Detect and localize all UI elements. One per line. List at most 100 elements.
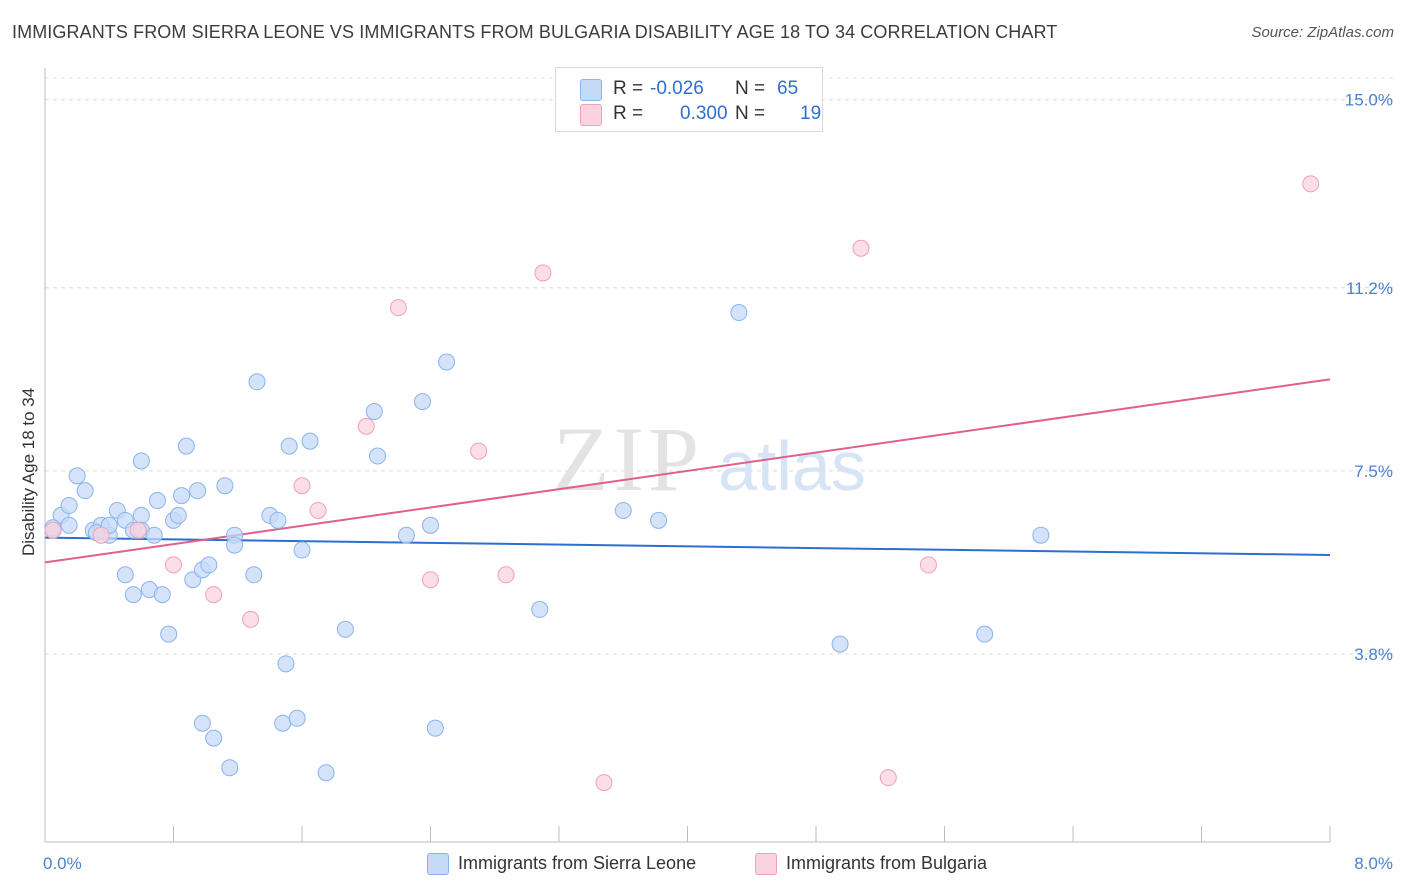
y-tick-label: 3.8% xyxy=(1354,645,1393,664)
point-sierra-leone xyxy=(1032,526,1050,544)
point-sierra-leone xyxy=(193,714,211,732)
point-sierra-leone xyxy=(422,516,439,534)
point-sierra-leone xyxy=(413,393,431,411)
point-sierra-leone xyxy=(368,447,386,465)
point-sierra-leone xyxy=(68,467,86,485)
point-bulgaria xyxy=(595,774,613,792)
legend-swatch-bulgaria xyxy=(580,104,602,126)
r-label: R = xyxy=(613,103,644,124)
legend-label-sierra-leone: Immigrants from Sierra Leone xyxy=(458,853,697,873)
legend-swatch-sierra-leone xyxy=(427,853,449,875)
point-sierra-leone xyxy=(288,709,306,727)
legend-label-bulgaria: Immigrants from Bulgaria xyxy=(786,853,988,873)
point-sierra-leone xyxy=(116,566,134,584)
data-points xyxy=(44,175,1320,792)
point-bulgaria xyxy=(389,299,407,317)
y-tick-label: 11.2% xyxy=(1346,279,1393,298)
x-tick-label: 0.0% xyxy=(43,854,82,873)
point-bulgaria xyxy=(242,610,260,628)
point-sierra-leone xyxy=(226,536,244,554)
point-sierra-leone xyxy=(831,635,849,653)
point-bulgaria xyxy=(309,501,327,519)
point-bulgaria xyxy=(44,521,62,539)
point-sierra-leone xyxy=(153,586,171,604)
point-sierra-leone xyxy=(245,566,263,584)
x-tick-labels: 0.0% 8.0% xyxy=(43,854,1393,873)
point-sierra-leone xyxy=(438,353,456,371)
point-sierra-leone xyxy=(317,764,335,782)
point-sierra-leone xyxy=(301,432,319,450)
legend-swatch-sierra-leone xyxy=(580,79,602,101)
point-bulgaria xyxy=(919,556,937,574)
watermark-zip: ZIP xyxy=(553,408,703,510)
chart-title: IMMIGRANTS FROM SIERRA LEONE VS IMMIGRAN… xyxy=(12,22,1058,42)
x-tick-label: 8.0% xyxy=(1354,854,1393,873)
point-sierra-leone xyxy=(60,497,78,515)
trend-line-sierra-leone xyxy=(44,536,1331,556)
point-sierra-leone xyxy=(169,506,187,524)
point-bulgaria xyxy=(357,417,375,435)
point-sierra-leone xyxy=(274,714,292,732)
r-label: R = xyxy=(613,78,644,99)
point-bulgaria xyxy=(129,521,147,539)
point-sierra-leone xyxy=(650,511,668,529)
point-sierra-leone xyxy=(148,492,166,510)
trend-lines xyxy=(44,378,1331,564)
point-sierra-leone xyxy=(205,729,223,747)
point-sierra-leone xyxy=(132,506,150,524)
legend-swatch-bulgaria xyxy=(755,853,777,875)
n-label: N = xyxy=(735,78,766,99)
y-tick-label: 7.5% xyxy=(1354,462,1393,481)
r-value: -0.026 xyxy=(650,78,704,99)
point-sierra-leone xyxy=(976,625,994,643)
point-sierra-leone xyxy=(189,482,207,500)
y-tick-label: 15.0% xyxy=(1345,91,1393,110)
point-sierra-leone xyxy=(614,501,632,519)
point-sierra-leone xyxy=(336,620,354,638)
axes xyxy=(44,68,1331,843)
point-bulgaria xyxy=(534,264,552,282)
point-sierra-leone xyxy=(426,719,444,737)
point-bulgaria xyxy=(293,477,311,495)
n-label: N = xyxy=(735,103,766,124)
point-sierra-leone xyxy=(173,487,191,505)
point-bulgaria xyxy=(852,239,870,257)
point-sierra-leone xyxy=(280,437,298,455)
point-sierra-leone xyxy=(248,373,266,391)
point-sierra-leone xyxy=(221,759,239,777)
point-bulgaria xyxy=(422,571,439,589)
point-bulgaria xyxy=(497,566,515,584)
point-sierra-leone xyxy=(145,526,163,544)
point-sierra-leone xyxy=(124,586,142,604)
point-sierra-leone xyxy=(60,516,78,534)
point-bulgaria xyxy=(470,442,488,460)
point-bulgaria xyxy=(165,556,182,574)
source-label: Source: ZipAtlas.com xyxy=(1251,24,1394,41)
point-sierra-leone xyxy=(200,556,218,574)
point-bulgaria xyxy=(205,586,223,604)
grid-lines xyxy=(45,77,1395,655)
r-value: 0.300 xyxy=(680,103,728,124)
point-sierra-leone xyxy=(216,477,234,495)
point-sierra-leone xyxy=(277,655,295,673)
trend-line-bulgaria xyxy=(44,378,1331,564)
point-bulgaria xyxy=(92,526,110,544)
point-sierra-leone xyxy=(160,625,178,643)
n-value: 19 xyxy=(800,103,822,124)
correlation-legend: R = -0.026 N = 65 R = 0.300 N = 19 xyxy=(555,67,823,132)
point-sierra-leone xyxy=(397,526,415,544)
point-sierra-leone xyxy=(76,482,94,500)
point-sierra-leone xyxy=(293,541,311,559)
watermark-atlas: atlas xyxy=(718,427,866,505)
point-sierra-leone xyxy=(269,511,287,529)
y-axis-label: Disability Age 18 to 34 xyxy=(19,388,38,556)
y-tick-labels: 3.8% 7.5% 11.2% 15.0% xyxy=(1345,91,1393,664)
point-sierra-leone xyxy=(531,600,549,618)
point-sierra-leone xyxy=(730,304,748,322)
point-bulgaria xyxy=(879,769,897,787)
point-bulgaria xyxy=(1302,175,1320,193)
n-value: 65 xyxy=(777,78,799,99)
point-sierra-leone xyxy=(365,402,383,420)
point-sierra-leone xyxy=(132,452,150,470)
